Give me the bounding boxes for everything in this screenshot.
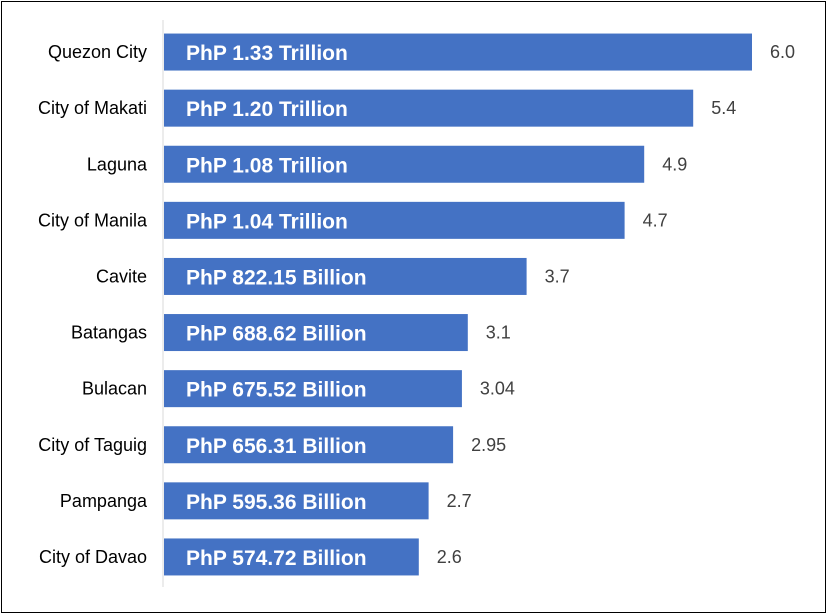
category-label: City of Makati [38, 98, 147, 118]
value-label: 3.7 [545, 266, 570, 286]
bar [164, 482, 429, 520]
bar [164, 145, 645, 183]
category-label: Quezon City [48, 42, 147, 62]
bar-amount-label: PhP 822.15 Billion [186, 266, 367, 289]
bar [164, 538, 419, 576]
category-label: City of Manila [38, 210, 148, 230]
value-label: 6.0 [770, 42, 795, 62]
bar-amount-label: PhP 1.33 Trillion [186, 42, 348, 65]
value-label: 4.7 [643, 210, 668, 230]
value-label: 2.95 [471, 435, 506, 455]
bar [164, 33, 752, 71]
category-label: Laguna [87, 154, 148, 174]
value-label: 4.9 [662, 154, 687, 174]
value-label: 2.7 [447, 491, 472, 511]
bar [164, 257, 527, 295]
bar [164, 314, 468, 352]
category-label: Cavite [96, 266, 147, 286]
category-label: Batangas [71, 323, 147, 343]
value-label: 2.6 [437, 547, 462, 567]
bar [164, 89, 694, 127]
bar-amount-label: PhP 675.52 Billion [186, 379, 367, 402]
bar-amount-label: PhP 574.72 Billion [186, 547, 367, 570]
category-label: Bulacan [82, 379, 147, 399]
bar-amount-label: PhP 1.20 Trillion [186, 98, 348, 121]
category-label: City of Davao [39, 547, 147, 567]
bar-amount-label: PhP 656.31 Billion [186, 435, 367, 458]
bar-amount-label: PhP 595.36 Billion [186, 491, 367, 514]
bar [164, 370, 462, 408]
value-label: 3.1 [486, 323, 511, 343]
category-label: City of Taguig [38, 435, 147, 455]
bar [164, 426, 454, 464]
bar-amount-label: PhP 688.62 Billion [186, 323, 367, 346]
category-label: Pampanga [60, 491, 148, 511]
bar-amount-label: PhP 1.08 Trillion [186, 154, 348, 177]
value-label: 5.4 [711, 98, 736, 118]
bar [164, 201, 625, 239]
bar-amount-label: PhP 1.04 Trillion [186, 210, 348, 233]
value-label: 3.04 [480, 379, 515, 399]
